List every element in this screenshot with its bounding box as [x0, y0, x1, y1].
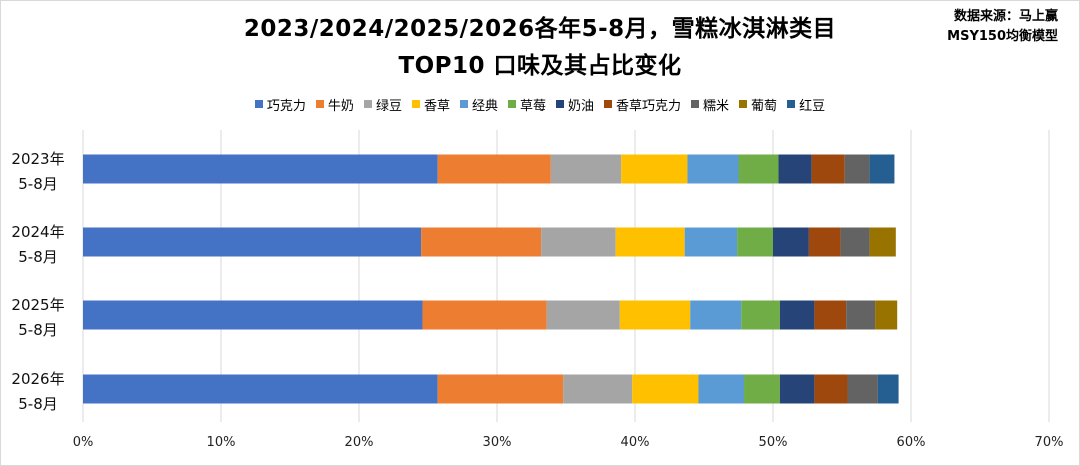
legend-item: 红豆 [787, 95, 825, 114]
legend-swatch [739, 100, 748, 108]
legend-item: 奶油 [556, 95, 594, 114]
bar-segment [563, 374, 633, 404]
legend-label: 糯米 [703, 98, 730, 114]
bar-segment [779, 300, 815, 330]
bar-segment [808, 227, 841, 257]
x-tick-label: 20% [345, 435, 374, 450]
legend-label: 经典 [471, 98, 498, 114]
bar-segment [690, 300, 742, 330]
source-line1: 数据来源：马上赢 [953, 9, 1058, 24]
category-label: 2024年 [11, 223, 64, 241]
legend-label: 奶油 [568, 98, 595, 114]
bar-segment [737, 227, 773, 257]
bar-segment [779, 374, 815, 404]
bar-segment [875, 300, 898, 330]
category-label: 5-8月 [18, 321, 58, 339]
legend-swatch [691, 100, 700, 108]
legend-swatch [459, 100, 468, 108]
bar-segment [844, 154, 870, 184]
bar-segment [773, 227, 809, 257]
legend-item: 牛奶 [315, 95, 354, 114]
category-label: 5-8月 [18, 175, 58, 193]
legend-label: 牛奶 [327, 98, 354, 114]
bar-segment [615, 227, 685, 257]
bar-segment [840, 227, 870, 257]
x-tick-label: 70% [1035, 435, 1064, 450]
category-label: 2023年 [11, 150, 64, 168]
chart-legend: 巧克力 牛奶 绿豆 香草 经典 草莓 奶油 香草巧克力 糯米 葡萄 红豆 [0, 93, 1080, 115]
legend-label: 绿豆 [375, 98, 402, 114]
bar-segment [741, 300, 780, 330]
legend-item: 香草 [411, 95, 450, 114]
bar-segment [437, 374, 564, 404]
x-tick-label: 10% [207, 435, 236, 450]
bar-segment [83, 154, 438, 184]
legend-label: 草莓 [519, 98, 546, 114]
legend-item: 绿豆 [363, 95, 402, 114]
bar-segment [869, 154, 895, 184]
x-tick-label: 40% [621, 435, 650, 450]
bar-segment [738, 154, 779, 184]
bar-segment [422, 300, 547, 330]
bar-segment [83, 374, 438, 404]
bar-segment [632, 374, 699, 404]
x-tick-label: 0% [73, 435, 94, 450]
bar-segment [778, 154, 812, 184]
bar-segment [619, 300, 691, 330]
bar-segment [550, 154, 622, 184]
bar-segment [814, 374, 848, 404]
legend-swatch [787, 100, 796, 108]
x-tick-label: 50% [759, 435, 788, 450]
legend-swatch [411, 100, 420, 108]
bar-segment [847, 374, 878, 404]
chart-title-line2: TOP10 口味及其占比变化 [398, 53, 682, 79]
legend-label: 巧克力 [266, 98, 306, 114]
chart-title-line1: 2023/2024/2025/2026各年5-8月，雪糕冰淇淋类目 [243, 16, 837, 42]
category-label: 2025年 [11, 296, 64, 314]
legend-swatch [315, 100, 324, 108]
bar-segment [687, 154, 739, 184]
bar-segment [83, 227, 422, 257]
legend-item: 草莓 [507, 95, 546, 114]
bar-segment [846, 300, 876, 330]
legend-item: 香草巧克力 [604, 95, 681, 114]
bar-segment [684, 227, 738, 257]
legend-label: 葡萄 [751, 98, 778, 114]
x-tick-label: 30% [483, 435, 512, 450]
bar-segment [811, 154, 845, 184]
category-label: 5-8月 [18, 248, 58, 266]
legend-swatch [254, 100, 263, 108]
bar-segment [541, 227, 616, 257]
bar-segment [83, 300, 423, 330]
legend-swatch [604, 100, 613, 108]
data-source-note: 数据来源：马上赢 MSY150均衡模型 [947, 7, 1058, 47]
legend-item: 糯米 [691, 95, 729, 114]
category-label: 5-8月 [18, 395, 58, 413]
legend-label: 香草巧克力 [616, 98, 682, 114]
legend-swatch [556, 100, 564, 108]
bar-segment [869, 227, 896, 257]
legend-swatch [507, 100, 516, 108]
category-label: 2026年 [11, 370, 64, 388]
x-tick-label: 60% [897, 435, 926, 450]
bar-segment [437, 154, 551, 184]
bar-segment [744, 374, 780, 404]
bar-segment [698, 374, 745, 404]
source-line2: MSY150均衡模型 [947, 29, 1058, 44]
legend-label: 香草 [423, 98, 450, 114]
bar-segment [421, 227, 542, 257]
legend-item: 巧克力 [254, 95, 306, 114]
legend-item: 葡萄 [739, 95, 777, 114]
bar-segment [546, 300, 620, 330]
legend-label: 红豆 [799, 98, 826, 114]
bar-segment [814, 300, 847, 330]
legend-item: 经典 [459, 95, 498, 114]
bar-segment [621, 154, 688, 184]
bar-segment [877, 374, 899, 404]
legend-swatch [363, 100, 372, 108]
